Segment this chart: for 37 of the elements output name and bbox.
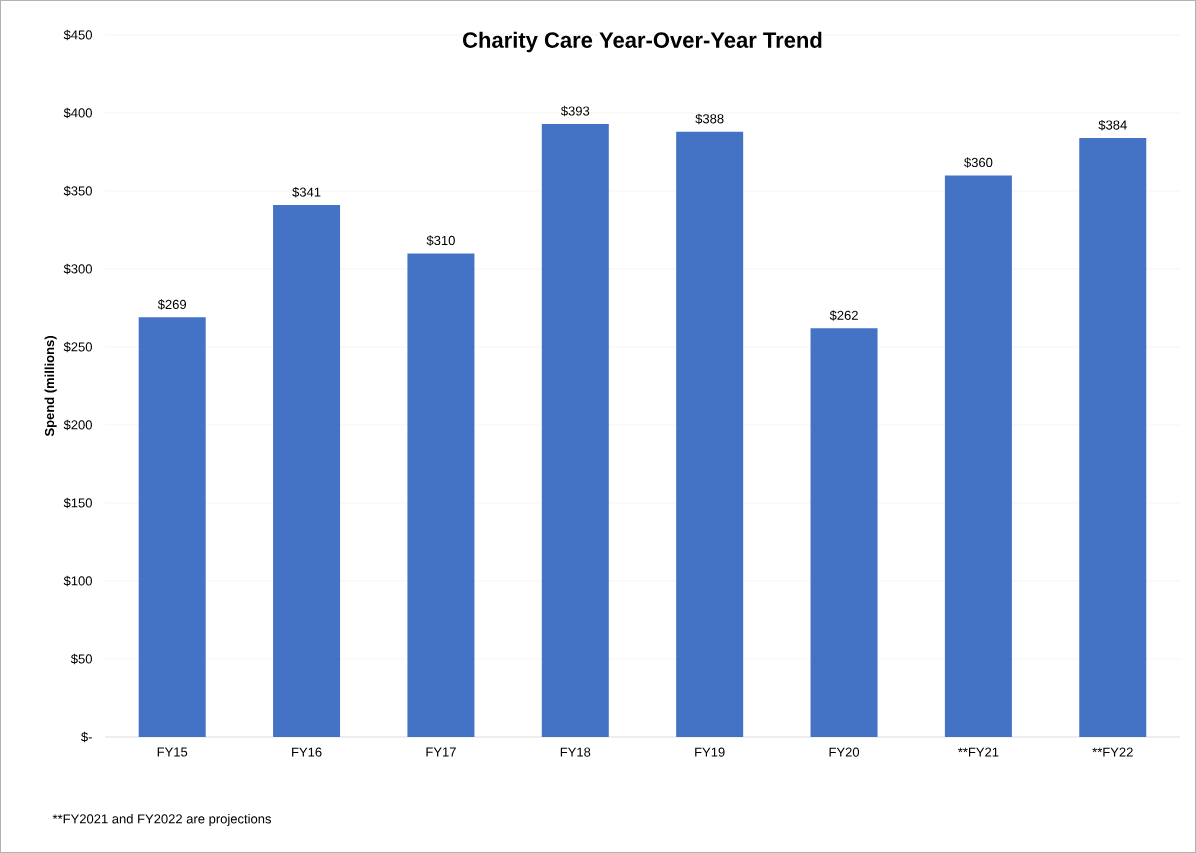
x-tick-label: **FY21 <box>958 747 999 757</box>
y-tick-label: $- <box>81 731 92 743</box>
data-label: $310 <box>426 235 455 246</box>
y-tick-label: $350 <box>63 185 92 197</box>
data-label: $388 <box>695 113 724 125</box>
x-tick-label: FY19 <box>695 747 725 757</box>
x-tick-label: FY16 <box>292 747 322 757</box>
y-tick-label: $100 <box>63 575 92 587</box>
bar <box>541 123 609 737</box>
y-tick-label: $150 <box>63 497 92 509</box>
x-tick-label: **FY22 <box>1092 747 1133 757</box>
y-tick-label: $250 <box>63 341 92 353</box>
x-tick-label: FY20 <box>829 747 860 757</box>
x-tick-label: FY15 <box>157 747 188 757</box>
y-tick-label: $300 <box>63 263 92 275</box>
bar <box>138 317 206 737</box>
data-label: $341 <box>292 186 321 198</box>
x-tick-label: FY17 <box>426 747 456 757</box>
text: **FY2021 and FY2022 are projections <box>52 813 272 827</box>
y-axis-title: Spend (millions) <box>44 336 57 437</box>
data-label: $384 <box>1098 119 1127 131</box>
bar <box>810 328 878 737</box>
bar <box>1079 137 1147 737</box>
bar <box>944 175 1012 737</box>
chart-title: Charity Care Year-Over-Year Trend <box>463 31 822 53</box>
y-tick-label: $200 <box>63 419 92 431</box>
y-tick-label: $400 <box>63 107 92 119</box>
bar <box>676 131 744 737</box>
bar <box>407 253 475 737</box>
y-tick-label: $450 <box>63 29 92 41</box>
x-tick-label: FY18 <box>560 747 591 757</box>
data-label: $360 <box>964 157 993 168</box>
data-label: $262 <box>829 310 858 321</box>
y-tick-label: $50 <box>70 653 92 665</box>
data-label: $393 <box>560 105 590 117</box>
data-label: $269 <box>157 299 187 310</box>
bar <box>273 205 341 737</box>
